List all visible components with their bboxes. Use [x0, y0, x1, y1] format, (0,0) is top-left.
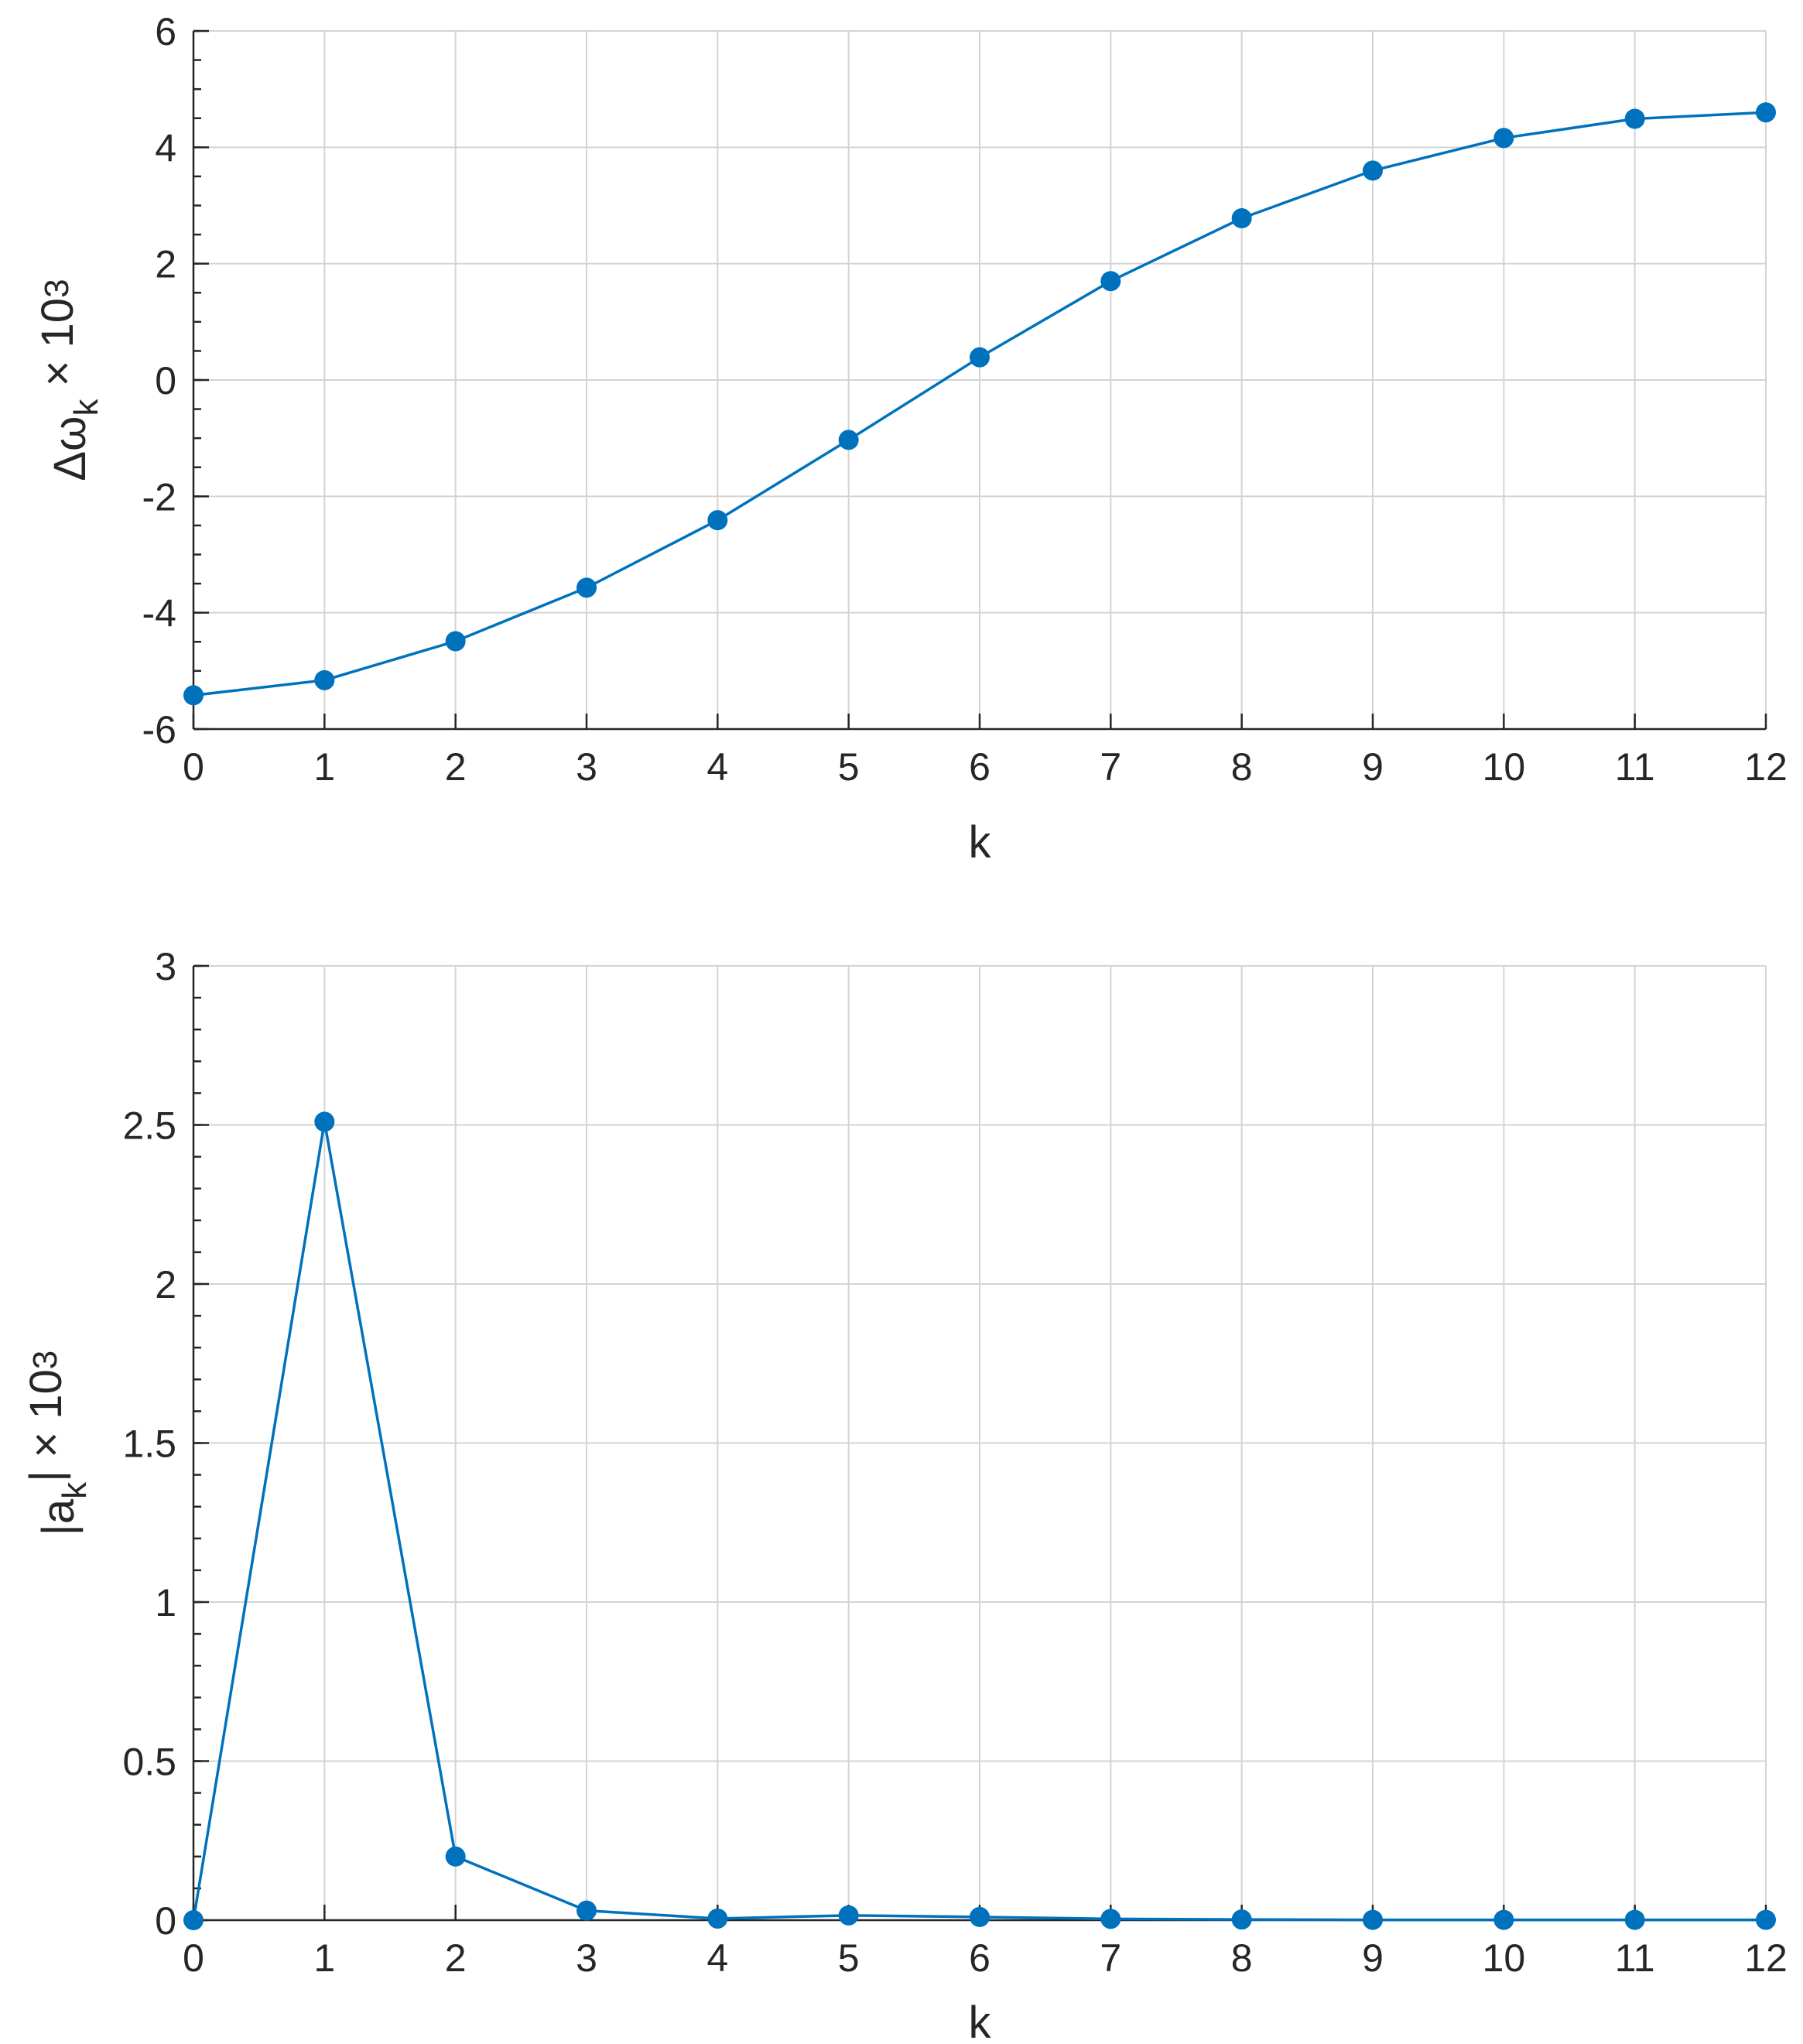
x-tick-label: 9: [1362, 1936, 1384, 1980]
data-point: [1493, 128, 1514, 149]
data-point: [1363, 1909, 1383, 1930]
y-label-sub: k: [67, 399, 105, 416]
data-point: [970, 347, 990, 368]
grid: [193, 966, 1766, 1920]
y-label-sup: 3: [26, 1351, 64, 1369]
data-point: [838, 1905, 859, 1926]
y-tick-label: -2: [142, 475, 176, 519]
x-tick-label: 12: [1744, 745, 1788, 789]
data-point: [707, 510, 728, 531]
data-point: [1624, 1909, 1645, 1930]
y-tick-label: 3: [155, 945, 176, 988]
y-label-sup: 3: [38, 279, 76, 297]
data-point: [970, 1906, 990, 1927]
y-axis-label: Δωk × 103: [33, 279, 105, 481]
data-point: [314, 669, 335, 690]
y-tick-label: 6: [155, 10, 176, 53]
data-point: [445, 1846, 466, 1867]
data-point: [1624, 108, 1645, 129]
x-tick-label: 10: [1483, 1936, 1526, 1980]
data-point: [838, 430, 859, 450]
x-tick-label: 1: [313, 1936, 335, 1980]
grid: [193, 31, 1766, 729]
x-tick-label: 5: [838, 745, 860, 789]
x-axis-label: k: [969, 1998, 992, 2044]
x-tick-label: 7: [1100, 745, 1121, 789]
data-point: [183, 1910, 204, 1930]
y-tick-label: -4: [142, 592, 176, 635]
x-tick-label: 6: [969, 1936, 990, 1980]
x-tick-label: 8: [1231, 1936, 1253, 1980]
data-point: [1100, 271, 1121, 292]
y-tick-label: 2: [155, 243, 176, 286]
data-point: [576, 577, 597, 598]
data-point: [1756, 1909, 1776, 1930]
y-tick-label: 0: [155, 359, 176, 402]
x-tick-label: 3: [576, 745, 597, 789]
x-tick-label: 10: [1483, 745, 1526, 789]
y-tick-label: 2: [155, 1263, 176, 1306]
y-label-suffix: | × 10: [21, 1369, 71, 1482]
x-tick-label: 0: [183, 745, 204, 789]
data-point: [1363, 160, 1383, 181]
x-tick-label: 5: [838, 1936, 860, 1980]
x-tick-label: 3: [576, 1936, 597, 1980]
x-tick-label: 12: [1744, 1936, 1788, 1980]
x-tick-label: 11: [1615, 745, 1655, 789]
y-tick-label: 4: [155, 126, 176, 169]
data-point: [1231, 1909, 1252, 1930]
x-tick-label: 6: [969, 745, 990, 789]
data-point: [445, 631, 466, 652]
y-tick-label: 1.5: [122, 1423, 176, 1466]
x-tick-label: 11: [1615, 1936, 1655, 1980]
data-point: [1756, 102, 1776, 123]
x-tick-label: 4: [706, 1936, 728, 1980]
data-point: [1493, 1909, 1514, 1930]
data-point: [576, 1900, 597, 1921]
x-tick-label: 4: [706, 745, 728, 789]
x-tick-label: 1: [313, 745, 335, 789]
x-tick-label: 2: [445, 1936, 467, 1980]
y-tick-label: -6: [142, 708, 176, 752]
y-label-main: Δω: [45, 416, 95, 481]
x-axis-label: k: [969, 817, 992, 868]
data-point: [1100, 1909, 1121, 1929]
data-point: [707, 1908, 728, 1929]
y-tick-label: 1: [155, 1581, 176, 1625]
y-axis-label: |ak| × 103: [21, 1351, 94, 1536]
x-tick-label: 2: [445, 745, 467, 789]
x-tick-label: 8: [1231, 745, 1253, 789]
data-point: [314, 1111, 335, 1132]
y-label-suffix: × 10: [33, 298, 83, 399]
y-tick-label: 2.5: [122, 1104, 176, 1148]
y-label-main: |a: [33, 1498, 84, 1536]
x-tick-label: 7: [1100, 1936, 1121, 1980]
data-point: [183, 685, 204, 706]
data-point: [1231, 208, 1252, 229]
y-label-sub: k: [56, 1481, 94, 1499]
x-tick-label: 9: [1362, 745, 1384, 789]
y-tick-label: 0: [155, 1899, 176, 1943]
x-tick-label: 0: [183, 1936, 204, 1980]
y-tick-label: 0.5: [122, 1741, 176, 1784]
